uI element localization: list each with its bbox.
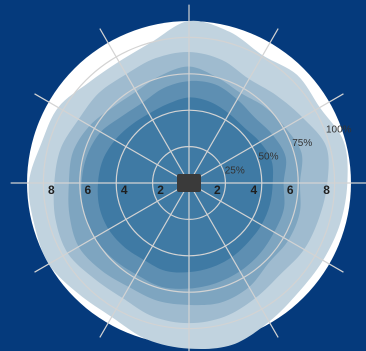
grid-spoke [188, 28, 279, 184]
grid-layer [10, 4, 366, 351]
axis-tick-label: 4 [250, 183, 257, 197]
axis-tick-label: 6 [287, 183, 294, 197]
grid-spoke [188, 182, 344, 273]
grid-spoke [34, 182, 190, 273]
ring-label: 100% [326, 124, 352, 135]
axis-tick-label: 2 [214, 183, 221, 197]
axis-tick-label: 8 [48, 183, 55, 197]
grid-spoke [99, 182, 190, 338]
grid-spoke [34, 93, 190, 184]
ring-label: 25% [225, 165, 245, 176]
labels-layer: 8 6 4 2 2 4 6 8 25% 50% 75% 100% [48, 124, 352, 197]
grid-spoke [188, 93, 344, 184]
grid-spoke [99, 28, 190, 184]
center-marker [177, 174, 201, 192]
ring-label: 50% [258, 152, 278, 163]
axis-tick-label: 8 [323, 183, 330, 197]
axis-tick-label: 2 [157, 183, 164, 197]
axis-tick-label: 6 [84, 183, 91, 197]
grid-spoke [188, 182, 279, 338]
ring-label: 75% [292, 138, 312, 149]
axis-tick-label: 4 [121, 183, 128, 197]
